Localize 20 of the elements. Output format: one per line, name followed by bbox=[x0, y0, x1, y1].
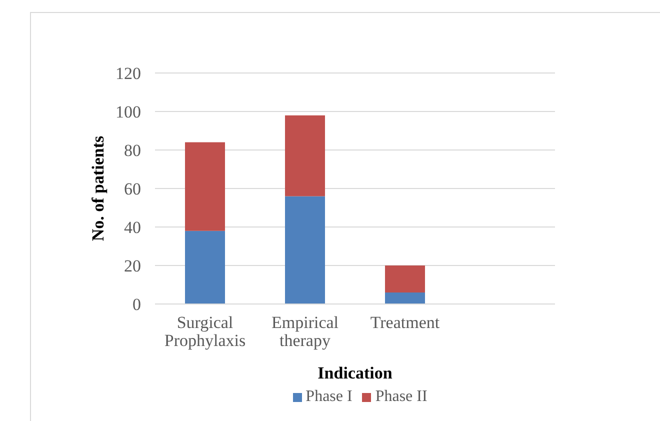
y-tick-label: 20 bbox=[124, 256, 141, 276]
x-tick-label: Treatment bbox=[370, 313, 440, 332]
x-tick-label: Empirical therapy bbox=[271, 313, 339, 350]
x-axis-title: Indication bbox=[318, 364, 393, 382]
y-tick-label: 100 bbox=[116, 102, 141, 122]
y-tick-label: 60 bbox=[124, 180, 141, 199]
legend-label: Phase II bbox=[375, 388, 428, 405]
y-tick-label: 40 bbox=[124, 218, 141, 238]
bar bbox=[185, 230, 225, 304]
x-tick-label: Surgical Prophylaxis bbox=[164, 313, 246, 350]
y-tick-label: 80 bbox=[124, 141, 141, 160]
y-tick-label: 120 bbox=[116, 64, 141, 84]
bar bbox=[185, 142, 225, 231]
y-axis-title: No. of patients bbox=[88, 135, 108, 242]
bar bbox=[385, 266, 425, 292]
bar bbox=[285, 196, 325, 304]
legend-label: Phase I bbox=[306, 388, 352, 405]
y-tick-label: 0 bbox=[132, 295, 141, 314]
bar bbox=[385, 292, 425, 304]
bar bbox=[285, 115, 325, 196]
